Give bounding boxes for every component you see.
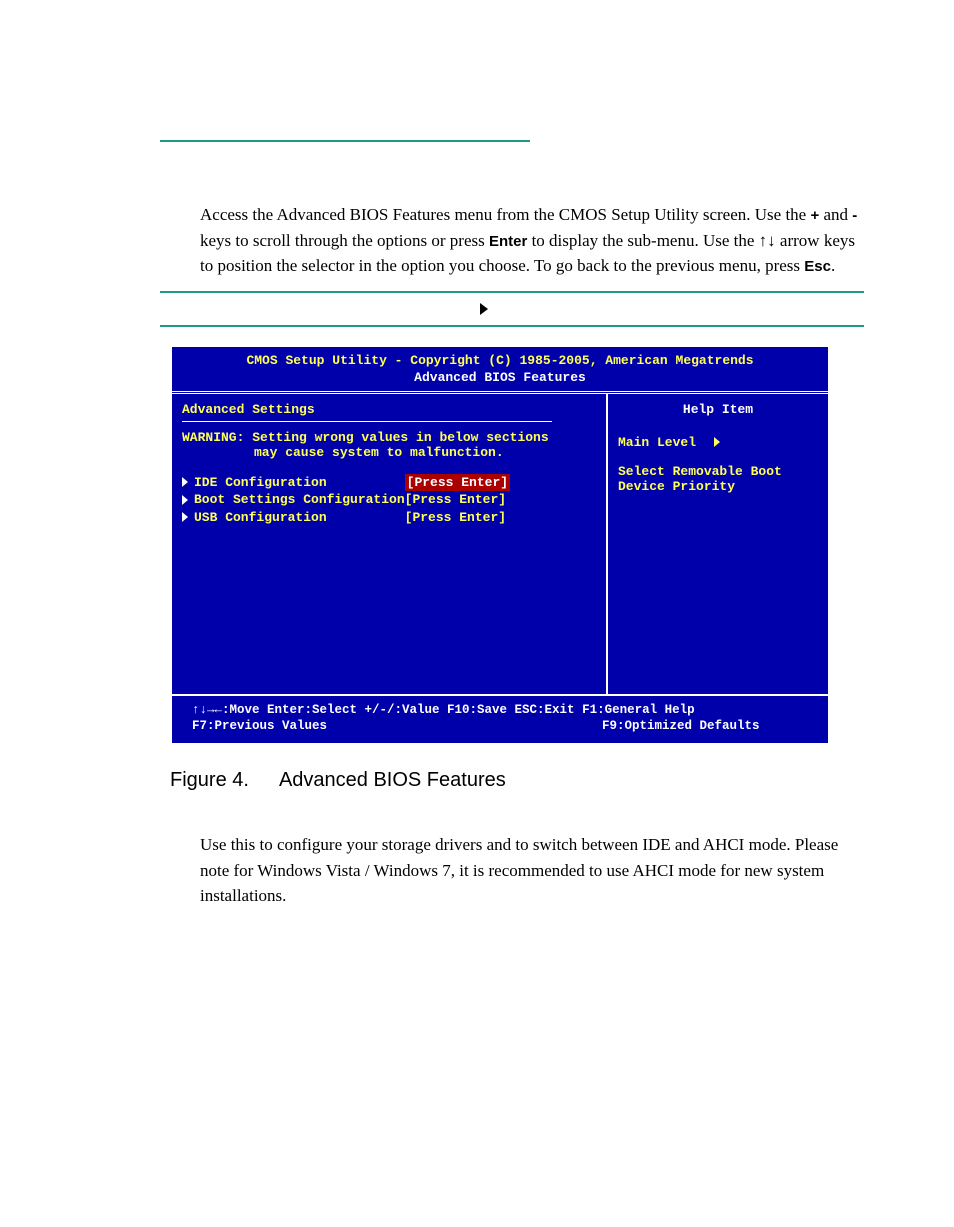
- footer-line-1: ↑↓→←:Move Enter:Select +/-/:Value F10:Sa…: [192, 702, 818, 719]
- bios-subtitle: Advanced BIOS Features: [172, 370, 828, 391]
- intro-text: Access the Advanced BIOS Features menu f…: [200, 205, 810, 224]
- bios-title: CMOS Setup Utility - Copyright (C) 1985-…: [172, 347, 828, 370]
- warning-text: WARNING: Setting wrong values in below s…: [182, 430, 596, 445]
- minus-key: -: [852, 207, 857, 224]
- divider: [182, 421, 552, 422]
- caret-icon: [182, 477, 188, 487]
- menu-value: [Press Enter]: [405, 491, 506, 509]
- esc-key: Esc: [804, 258, 831, 275]
- figure-caption: Figure 4. Advanced BIOS Features: [170, 769, 864, 792]
- menu-value: [Press Enter]: [405, 474, 510, 492]
- caret-icon: [182, 512, 188, 522]
- right-caret-icon: [480, 303, 488, 315]
- arrow-keys: ↑↓: [759, 231, 776, 250]
- bios-body: Advanced Settings WARNING: Setting wrong…: [172, 391, 828, 694]
- bios-help-pane: Help Item Main Level Select Removable Bo…: [608, 394, 828, 694]
- help-text: Device Priority: [618, 479, 818, 494]
- help-text: Select Removable Boot: [618, 464, 818, 479]
- bios-footer: ↑↓→←:Move Enter:Select +/-/:Value F10:Sa…: [172, 694, 828, 744]
- intro-paragraph: Access the Advanced BIOS Features menu f…: [200, 202, 864, 279]
- intro-text: and: [819, 205, 852, 224]
- bios-menu-item-usb[interactable]: USB Configuration [Press Enter]: [182, 509, 596, 527]
- caret-icon: [714, 437, 720, 447]
- menu-label: Boot Settings Configuration: [194, 491, 405, 509]
- main-level-label: Main Level: [618, 435, 696, 450]
- warning-text: may cause system to malfunction.: [182, 445, 596, 460]
- menu-value: [Press Enter]: [405, 509, 506, 527]
- bios-menu-item-boot[interactable]: Boot Settings Configuration [Press Enter…: [182, 491, 596, 509]
- bios-left-pane: Advanced Settings WARNING: Setting wrong…: [172, 394, 608, 694]
- menu-label: IDE Configuration: [194, 474, 405, 492]
- ide-config-paragraph: Use this to configure your storage drive…: [200, 832, 864, 909]
- intro-text: .: [831, 256, 835, 275]
- figure-number: Figure 4.: [170, 769, 249, 791]
- main-level-row: Main Level: [618, 435, 818, 450]
- section-rule: [160, 140, 530, 142]
- plus-key: +: [810, 207, 819, 224]
- caret-icon: [182, 495, 188, 505]
- figure-title: Advanced BIOS Features: [279, 769, 506, 791]
- footer-prev-values: F7:Previous Values: [192, 718, 492, 735]
- footer-optimized-defaults: F9:Optimized Defaults: [602, 718, 760, 735]
- menu-label: USB Configuration: [194, 509, 405, 527]
- enter-key: Enter: [489, 233, 527, 250]
- intro-text: keys to scroll through the options or pr…: [200, 231, 489, 250]
- bios-screen: CMOS Setup Utility - Copyright (C) 1985-…: [170, 345, 830, 746]
- bios-menu-item-ide[interactable]: IDE Configuration [Press Enter]: [182, 474, 596, 492]
- note-band: [160, 291, 864, 327]
- intro-text: to display the sub-menu. Use the: [527, 231, 758, 250]
- help-heading: Help Item: [618, 402, 818, 417]
- advanced-settings-heading: Advanced Settings: [182, 402, 596, 417]
